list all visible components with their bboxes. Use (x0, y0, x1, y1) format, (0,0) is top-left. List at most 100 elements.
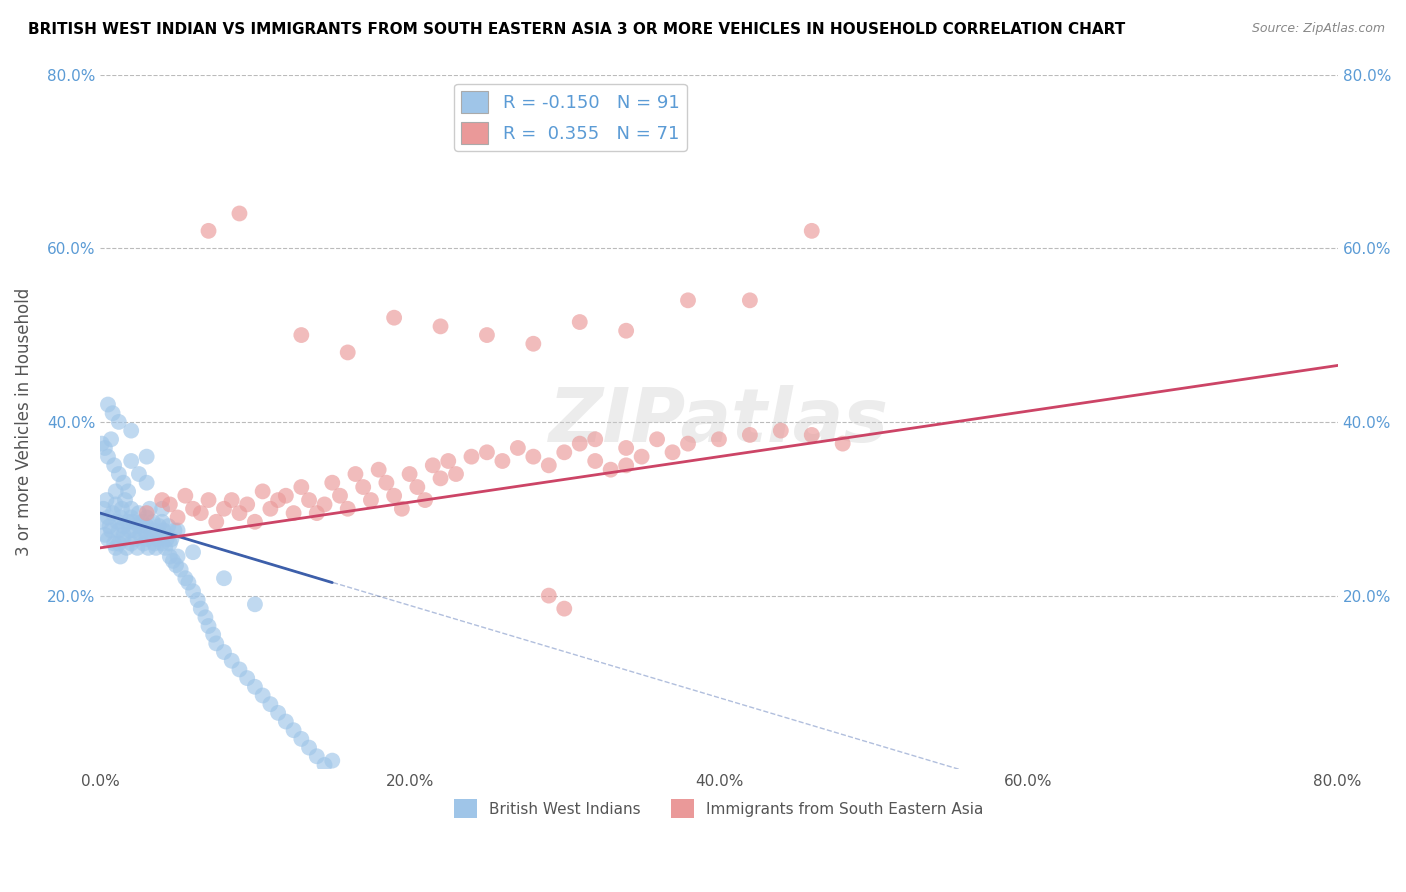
Point (90, 515, 112, 529)
Point (146, 532, 169, 546)
Point (398, 467, 420, 481)
Point (243, 680, 266, 694)
Point (97, 510, 120, 524)
Point (429, 319, 451, 334)
Point (429, 471, 451, 485)
Point (174, 489, 197, 503)
Point (174, 571, 197, 585)
Point (321, 475, 343, 490)
Point (135, 506, 157, 520)
Point (831, 436, 853, 450)
Point (129, 528, 152, 542)
Point (112, 519, 135, 533)
Point (475, 328, 498, 343)
Point (128, 467, 150, 481)
Point (111, 501, 134, 516)
Point (143, 536, 166, 550)
Point (243, 515, 266, 529)
Point (475, 445, 498, 459)
Point (143, 524, 166, 538)
Point (197, 493, 219, 508)
Point (124, 524, 146, 538)
Point (375, 475, 398, 490)
Point (800, 428, 823, 442)
Point (305, 749, 328, 764)
Point (141, 528, 163, 542)
Point (298, 740, 321, 755)
Point (329, 489, 352, 503)
Point (131, 515, 153, 529)
Point (769, 424, 792, 438)
Point (103, 458, 125, 473)
Point (630, 450, 652, 464)
Point (197, 619, 219, 633)
Point (136, 541, 159, 555)
Point (391, 501, 413, 516)
Point (132, 536, 155, 550)
Point (202, 628, 225, 642)
Point (382, 489, 405, 503)
Point (314, 497, 336, 511)
Point (212, 501, 235, 516)
Point (252, 689, 274, 703)
Point (259, 501, 281, 516)
Point (101, 406, 124, 420)
Point (93, 501, 115, 516)
Point (166, 524, 188, 538)
Point (491, 454, 513, 468)
Point (145, 541, 167, 555)
Point (599, 463, 621, 477)
Point (160, 532, 183, 546)
Point (267, 493, 290, 508)
Point (166, 510, 188, 524)
Point (108, 536, 131, 550)
Point (94, 528, 117, 542)
Point (117, 515, 139, 529)
Point (118, 524, 141, 538)
Point (522, 336, 544, 351)
Point (181, 545, 204, 559)
Point (413, 493, 436, 508)
Point (150, 493, 173, 508)
Point (267, 706, 290, 720)
Point (115, 541, 138, 555)
Point (104, 541, 127, 555)
Point (305, 506, 328, 520)
Point (135, 475, 157, 490)
Point (148, 519, 170, 533)
Point (568, 315, 591, 329)
Point (170, 563, 193, 577)
Point (105, 515, 128, 529)
Point (221, 654, 243, 668)
Point (142, 515, 165, 529)
Point (221, 493, 243, 508)
Point (155, 541, 177, 555)
Point (181, 584, 204, 599)
Point (100, 432, 122, 446)
Point (406, 480, 429, 494)
Point (157, 519, 180, 533)
Point (460, 450, 482, 464)
Point (98, 519, 121, 533)
Point (553, 601, 575, 615)
Point (152, 524, 174, 538)
Point (444, 467, 467, 481)
Point (96, 493, 118, 508)
Point (159, 497, 181, 511)
Point (382, 310, 405, 325)
Point (120, 454, 142, 468)
Point (149, 528, 172, 542)
Point (437, 454, 460, 468)
Point (352, 480, 374, 494)
Y-axis label: 3 or more Vehicles in Household: 3 or more Vehicles in Household (15, 288, 32, 556)
Point (314, 758, 336, 772)
Point (120, 424, 142, 438)
Point (159, 549, 181, 564)
Legend: British West Indians, Immigrants from South Eastern Asia: British West Indians, Immigrants from So… (449, 793, 990, 824)
Point (422, 458, 444, 473)
Point (583, 454, 606, 468)
Point (583, 432, 606, 446)
Point (112, 475, 135, 490)
Point (506, 441, 529, 455)
Point (165, 558, 187, 573)
